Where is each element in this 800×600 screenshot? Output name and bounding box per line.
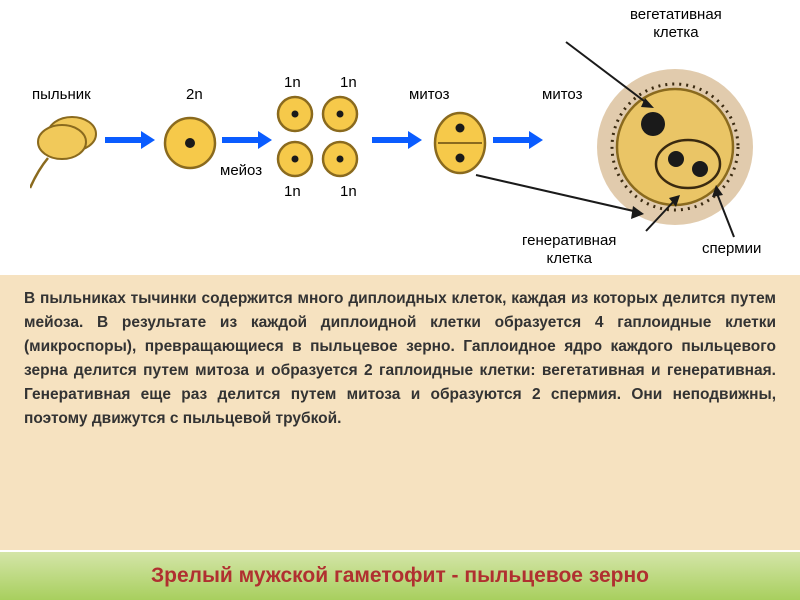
label-vegetative: вегетативная клетка bbox=[630, 6, 722, 42]
label-meiosis: мейоз bbox=[220, 162, 262, 179]
arrow-icon-2 bbox=[222, 131, 272, 149]
label-anther: пыльник bbox=[32, 86, 91, 103]
label-sperm: спермии bbox=[702, 240, 761, 257]
pointer-sperm-icon bbox=[712, 185, 752, 240]
anther-icon bbox=[30, 108, 105, 190]
diploid-cell-icon bbox=[162, 115, 218, 171]
footer-text: Зрелый мужской гаметофит - пыльцевое зер… bbox=[151, 564, 649, 588]
label-mitosis1: митоз bbox=[409, 86, 449, 103]
description-paragraph: В пыльниках тычинки содержится много дип… bbox=[0, 275, 800, 550]
label-1n-tr: 1n bbox=[340, 74, 357, 91]
diagram-area: пыльник 2n мейоз 1n 1n 1n 1n bbox=[0, 0, 800, 275]
label-1n-tl: 1n bbox=[284, 74, 301, 91]
label-1n-bl: 1n bbox=[284, 183, 301, 200]
two-cell-icon bbox=[432, 110, 488, 176]
pointer-vegetative-icon bbox=[550, 40, 660, 110]
paragraph-text: В пыльниках тычинки содержится много дип… bbox=[24, 290, 776, 427]
label-2n: 2n bbox=[186, 86, 203, 103]
label-vegetative-l1: вегетативная клетка bbox=[630, 6, 722, 41]
pointer-generative-icon bbox=[458, 172, 658, 242]
arrow-icon-3 bbox=[372, 131, 422, 149]
footer-bar: Зрелый мужской гаметофит - пыльцевое зер… bbox=[0, 550, 800, 600]
arrow-icon-4 bbox=[493, 131, 543, 149]
pointer-generative-up-icon bbox=[640, 195, 690, 235]
arrow-icon-1 bbox=[105, 131, 155, 149]
label-1n-br: 1n bbox=[340, 183, 357, 200]
haploid-cells-icon bbox=[275, 94, 365, 184]
